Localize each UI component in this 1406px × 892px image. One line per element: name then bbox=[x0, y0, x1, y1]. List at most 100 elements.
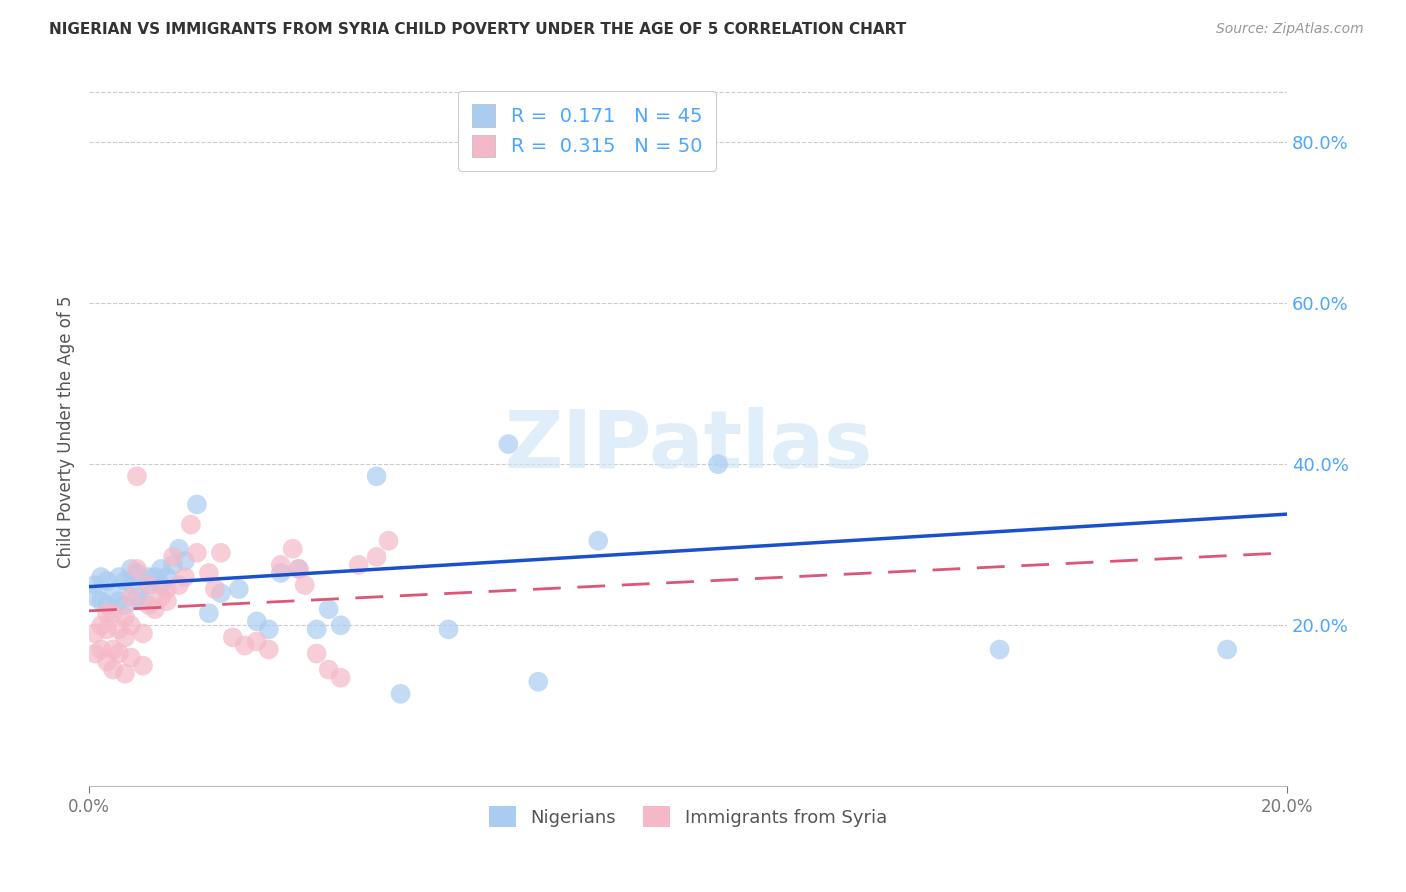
Point bbox=[257, 623, 280, 637]
Point bbox=[366, 469, 388, 483]
Point bbox=[186, 546, 208, 560]
Point bbox=[222, 631, 245, 645]
Point bbox=[96, 655, 118, 669]
Point bbox=[389, 687, 412, 701]
Point bbox=[198, 606, 221, 620]
Point bbox=[198, 566, 221, 580]
Point bbox=[84, 626, 107, 640]
Point bbox=[305, 647, 328, 661]
Point bbox=[149, 578, 172, 592]
Point bbox=[125, 469, 148, 483]
Point bbox=[108, 594, 131, 608]
Point bbox=[114, 631, 136, 645]
Point bbox=[156, 582, 179, 596]
Point bbox=[329, 671, 352, 685]
Point bbox=[138, 570, 160, 584]
Point bbox=[114, 610, 136, 624]
Point bbox=[318, 663, 340, 677]
Point bbox=[167, 578, 190, 592]
Point bbox=[143, 570, 166, 584]
Point bbox=[114, 598, 136, 612]
Point bbox=[174, 570, 197, 584]
Point bbox=[281, 541, 304, 556]
Point bbox=[287, 562, 309, 576]
Text: NIGERIAN VS IMMIGRANTS FROM SYRIA CHILD POVERTY UNDER THE AGE OF 5 CORRELATION C: NIGERIAN VS IMMIGRANTS FROM SYRIA CHILD … bbox=[49, 22, 907, 37]
Point bbox=[120, 578, 142, 592]
Point bbox=[125, 562, 148, 576]
Point bbox=[329, 618, 352, 632]
Point bbox=[377, 533, 399, 548]
Point bbox=[101, 663, 124, 677]
Point bbox=[186, 498, 208, 512]
Point bbox=[305, 623, 328, 637]
Point bbox=[1216, 642, 1239, 657]
Point bbox=[586, 533, 609, 548]
Point bbox=[84, 647, 107, 661]
Point bbox=[96, 574, 118, 588]
Point bbox=[101, 606, 124, 620]
Point bbox=[101, 586, 124, 600]
Point bbox=[149, 562, 172, 576]
Point bbox=[209, 546, 232, 560]
Point bbox=[156, 570, 179, 584]
Point bbox=[246, 634, 269, 648]
Point bbox=[180, 517, 202, 532]
Y-axis label: Child Poverty Under the Age of 5: Child Poverty Under the Age of 5 bbox=[58, 296, 75, 568]
Point bbox=[246, 615, 269, 629]
Point bbox=[498, 437, 520, 451]
Point bbox=[228, 582, 250, 596]
Legend: Nigerians, Immigrants from Syria: Nigerians, Immigrants from Syria bbox=[482, 799, 894, 834]
Point bbox=[138, 598, 160, 612]
Point bbox=[101, 642, 124, 657]
Point bbox=[988, 642, 1011, 657]
Point bbox=[233, 639, 256, 653]
Point bbox=[174, 554, 197, 568]
Point bbox=[90, 570, 112, 584]
Point bbox=[125, 590, 148, 604]
Point bbox=[90, 642, 112, 657]
Point bbox=[366, 549, 388, 564]
Point bbox=[527, 674, 550, 689]
Point bbox=[132, 658, 155, 673]
Point bbox=[204, 582, 226, 596]
Point bbox=[162, 549, 184, 564]
Point bbox=[138, 578, 160, 592]
Point bbox=[96, 598, 118, 612]
Point bbox=[84, 590, 107, 604]
Point bbox=[287, 562, 309, 576]
Point bbox=[209, 586, 232, 600]
Text: Source: ZipAtlas.com: Source: ZipAtlas.com bbox=[1216, 22, 1364, 37]
Point bbox=[132, 594, 155, 608]
Point bbox=[90, 618, 112, 632]
Point bbox=[143, 602, 166, 616]
Point bbox=[162, 558, 184, 572]
Point bbox=[114, 574, 136, 588]
Point bbox=[96, 606, 118, 620]
Point bbox=[96, 623, 118, 637]
Point bbox=[707, 457, 730, 471]
Point bbox=[108, 647, 131, 661]
Point bbox=[156, 594, 179, 608]
Point bbox=[132, 626, 155, 640]
Point bbox=[108, 623, 131, 637]
Point bbox=[125, 566, 148, 580]
Point bbox=[90, 594, 112, 608]
Point bbox=[270, 566, 292, 580]
Point bbox=[120, 590, 142, 604]
Point bbox=[120, 650, 142, 665]
Point bbox=[114, 666, 136, 681]
Point bbox=[167, 541, 190, 556]
Point bbox=[294, 578, 316, 592]
Point bbox=[257, 642, 280, 657]
Point bbox=[347, 558, 370, 572]
Point bbox=[270, 558, 292, 572]
Text: ZIPatlas: ZIPatlas bbox=[503, 407, 872, 485]
Point bbox=[84, 578, 107, 592]
Point bbox=[108, 570, 131, 584]
Point bbox=[138, 578, 160, 592]
Point bbox=[120, 618, 142, 632]
Point bbox=[149, 590, 172, 604]
Point bbox=[120, 562, 142, 576]
Point bbox=[437, 623, 460, 637]
Point bbox=[318, 602, 340, 616]
